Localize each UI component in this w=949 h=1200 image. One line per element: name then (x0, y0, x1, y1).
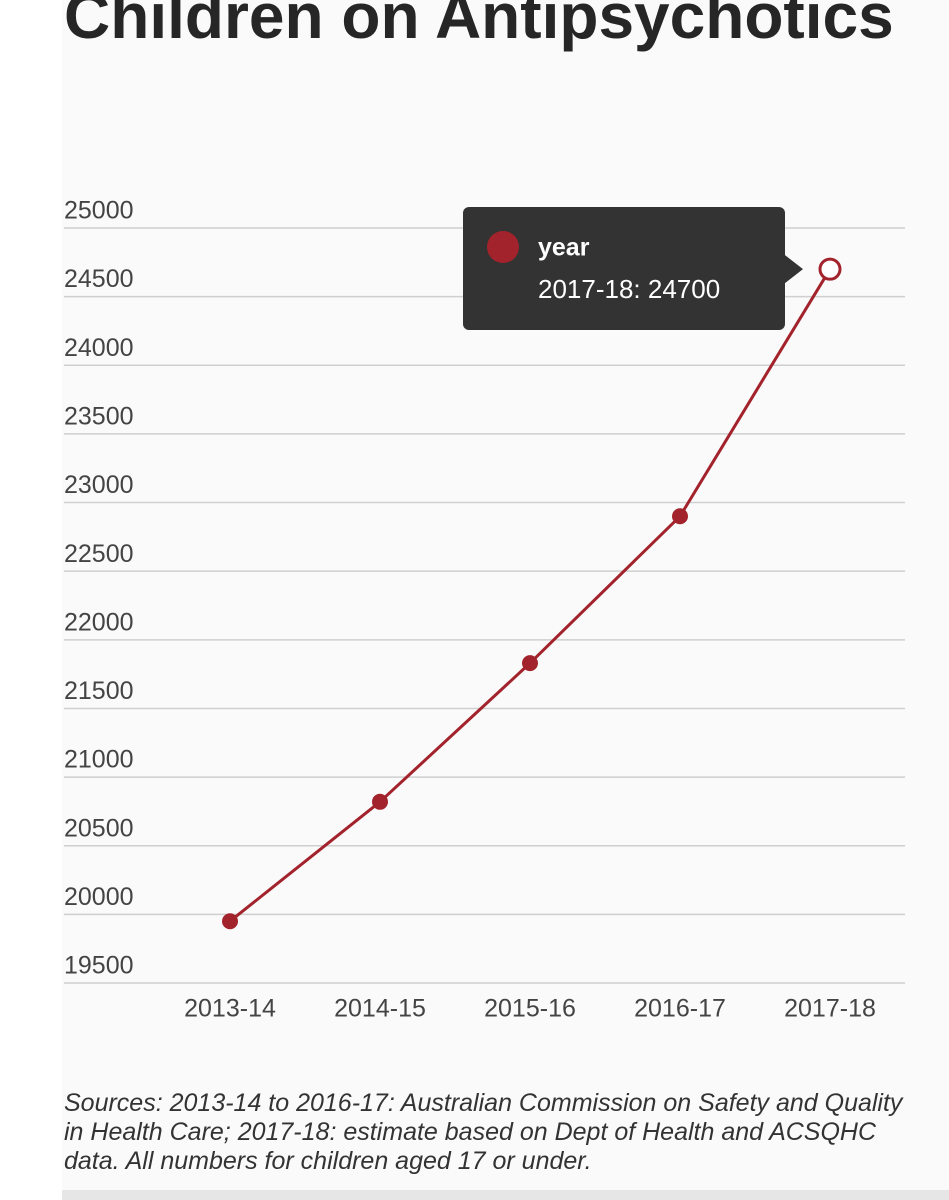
source-note: Sources: 2013-14 to 2016-17: Australian … (64, 1089, 903, 1175)
bottom-bar (62, 1190, 949, 1200)
point (372, 793, 388, 810)
y-tick-label: 25000 (64, 197, 134, 225)
tooltip-box (463, 207, 785, 330)
line (229, 268, 832, 923)
tooltip-swatch (487, 231, 519, 263)
y-tick-label: 22000 (64, 608, 134, 636)
x-tick-label: 2013-14 (184, 995, 276, 1023)
y-tick-label: 21000 (64, 746, 134, 774)
chart: 19500 20000 20500 21000 21500 22000 22500 23000… (64, 197, 905, 1023)
point (672, 508, 688, 525)
tooltip-text: 2017-18: 24700 (538, 274, 720, 304)
x-tick-label: 2015-16 (484, 995, 576, 1023)
point (818, 257, 842, 281)
tooltip-arrow (785, 255, 803, 284)
chart-panel (62, 0, 949, 1190)
y-tick-label: 23000 (64, 471, 134, 499)
point (522, 655, 538, 672)
x-tick-label: 2016-17 (634, 995, 726, 1023)
y-tick-label: 20000 (64, 883, 134, 911)
y-tick-label: 20500 (64, 814, 134, 842)
y-tick-label: 24000 (64, 334, 134, 362)
point (222, 913, 238, 930)
y-tick-label: 23500 (64, 403, 134, 431)
y-tick-label: 24500 (64, 265, 134, 293)
chart-title: Children on Antipsychotics (64, 0, 894, 52)
tooltip-series: year (538, 234, 590, 262)
x-tick-label: 2014-15 (334, 995, 426, 1023)
y-tick-label: 19500 (64, 952, 134, 980)
y-tick-label: 21500 (64, 677, 134, 705)
y-tick-label: 22500 (64, 540, 134, 568)
x-tick-label: 2017-18 (784, 995, 876, 1023)
tooltip: year 2017-18: 24700 (463, 207, 803, 330)
